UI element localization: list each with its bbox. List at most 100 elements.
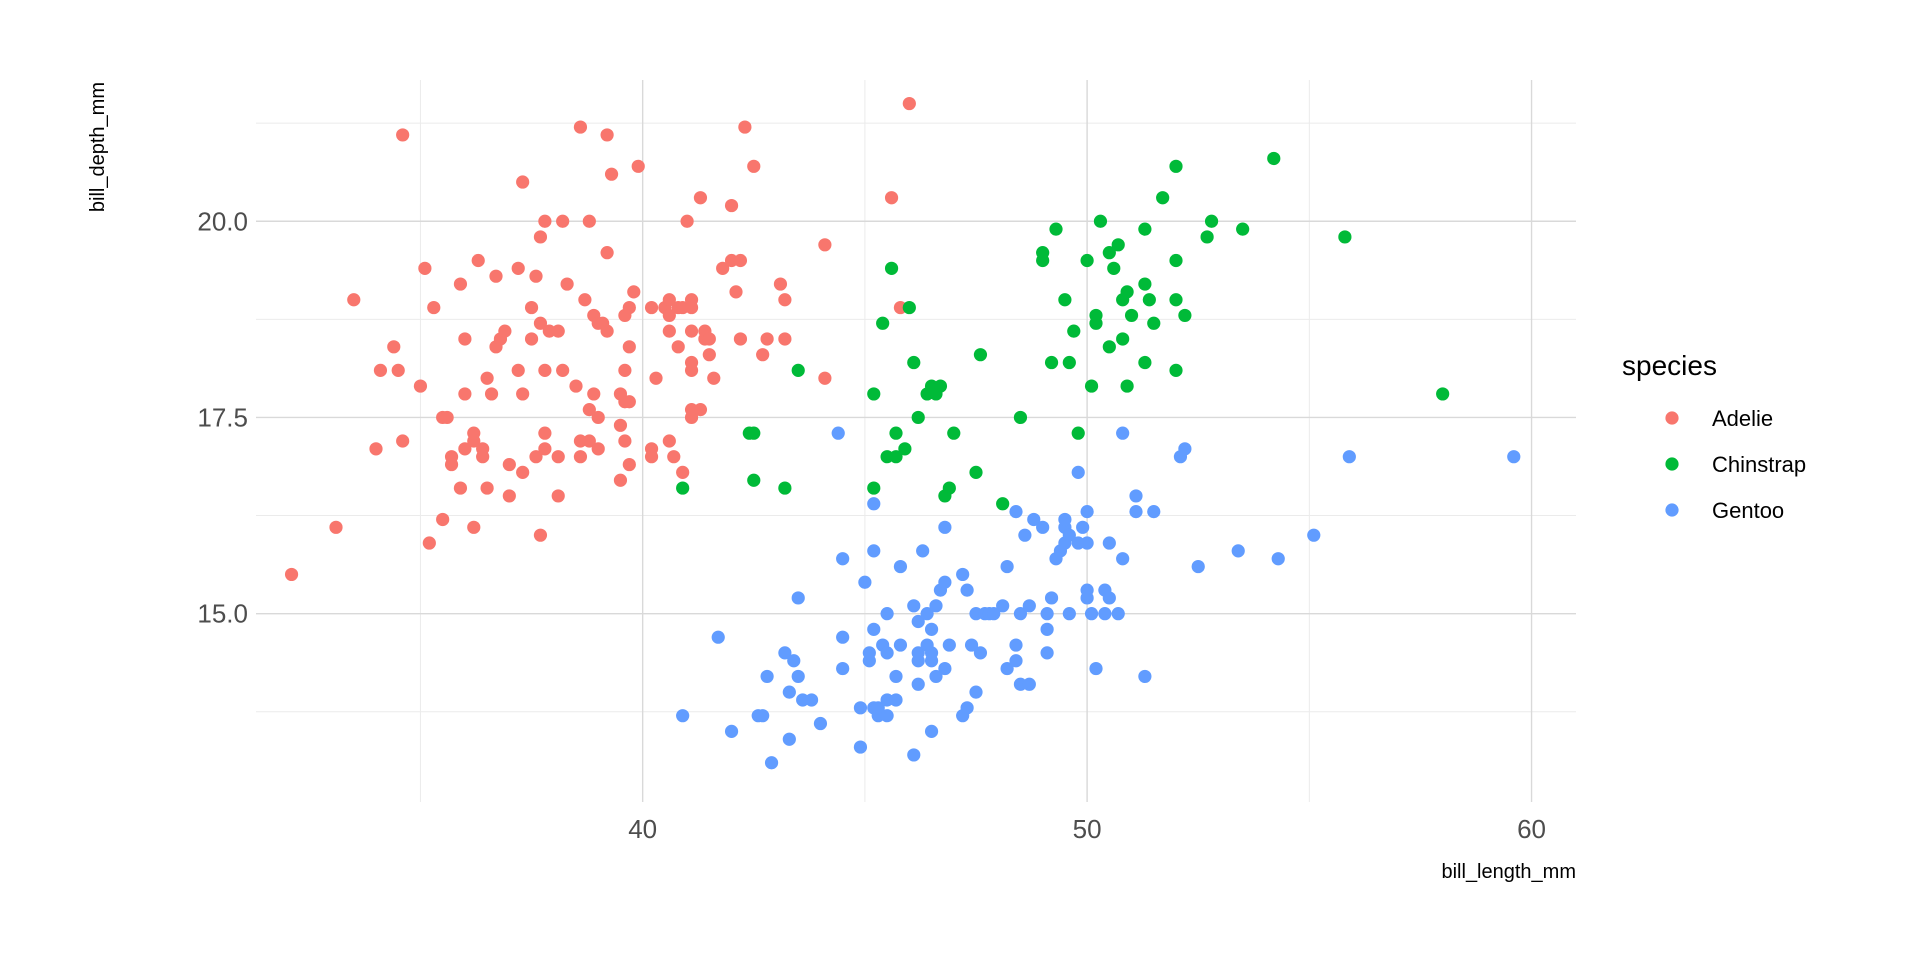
data-point bbox=[804, 693, 819, 707]
data-point bbox=[1084, 607, 1099, 621]
legend-title: species bbox=[1622, 350, 1717, 381]
data-point bbox=[440, 410, 454, 425]
data-point bbox=[911, 677, 925, 691]
data-point bbox=[924, 646, 939, 660]
data-point bbox=[1129, 489, 1143, 503]
data-point bbox=[1111, 607, 1125, 621]
data-point bbox=[644, 300, 659, 315]
data-point bbox=[1116, 332, 1130, 346]
data-point bbox=[676, 465, 690, 479]
data-point bbox=[453, 277, 468, 291]
data-point bbox=[1058, 512, 1072, 527]
data-point bbox=[1044, 355, 1059, 370]
data-point bbox=[884, 261, 899, 275]
data-point bbox=[1022, 599, 1036, 613]
data-point bbox=[467, 520, 481, 534]
x-tick-label: 40 bbox=[628, 814, 657, 844]
data-point bbox=[1116, 426, 1130, 440]
data-point bbox=[1062, 528, 1076, 542]
data-point bbox=[1169, 159, 1183, 173]
data-point bbox=[524, 300, 539, 315]
data-point bbox=[1049, 222, 1063, 236]
data-point bbox=[836, 630, 850, 644]
y-axis-title: bill_depth_mm bbox=[87, 82, 109, 212]
data-point bbox=[1231, 544, 1245, 558]
data-point bbox=[538, 214, 552, 228]
data-point bbox=[1067, 324, 1081, 338]
data-point bbox=[791, 669, 805, 684]
data-point bbox=[1000, 559, 1014, 574]
data-point bbox=[533, 230, 548, 244]
data-point bbox=[867, 544, 881, 558]
data-point bbox=[1013, 607, 1028, 621]
data-point bbox=[662, 324, 676, 338]
x-tick-label: 50 bbox=[1073, 814, 1102, 844]
data-point bbox=[591, 442, 605, 456]
data-point bbox=[791, 591, 805, 605]
data-point bbox=[680, 214, 694, 228]
data-point bbox=[480, 481, 494, 495]
data-point bbox=[760, 332, 774, 346]
y-tick-label: 15.0 bbox=[197, 599, 248, 629]
data-point bbox=[533, 316, 548, 330]
data-point bbox=[676, 709, 690, 723]
data-point bbox=[724, 724, 739, 738]
data-point bbox=[622, 300, 636, 315]
data-point bbox=[476, 442, 490, 456]
data-point bbox=[498, 324, 512, 338]
data-point bbox=[867, 622, 881, 636]
data-point bbox=[893, 559, 908, 574]
data-point bbox=[969, 685, 983, 699]
data-point bbox=[604, 167, 619, 181]
data-point bbox=[582, 214, 596, 228]
data-point bbox=[716, 261, 730, 275]
data-point bbox=[644, 442, 659, 456]
legend-label-gentoo: Gentoo bbox=[1712, 498, 1784, 523]
data-point bbox=[489, 269, 503, 283]
data-point bbox=[747, 159, 761, 173]
data-point bbox=[956, 567, 970, 582]
data-point bbox=[889, 693, 903, 707]
data-point bbox=[413, 379, 428, 393]
data-point bbox=[1111, 238, 1125, 252]
data-point bbox=[1169, 363, 1183, 377]
data-point bbox=[1147, 505, 1161, 519]
data-point bbox=[853, 740, 868, 754]
data-point bbox=[880, 607, 894, 621]
data-point bbox=[1102, 246, 1116, 260]
data-point bbox=[284, 567, 299, 582]
data-point bbox=[1138, 277, 1152, 291]
data-point bbox=[702, 348, 716, 362]
data-point bbox=[1138, 669, 1152, 684]
data-point bbox=[627, 285, 641, 299]
legend-label-adelie: Adelie bbox=[1712, 406, 1773, 431]
data-point bbox=[1009, 638, 1023, 652]
data-point bbox=[818, 238, 832, 252]
data-point bbox=[458, 387, 472, 401]
data-point bbox=[511, 363, 525, 377]
y-axis-ticks: 15.0 17.5 20.0 bbox=[197, 206, 248, 628]
data-point bbox=[418, 261, 432, 275]
y-tick-label: 17.5 bbox=[197, 402, 248, 432]
data-point bbox=[1120, 379, 1134, 393]
data-point bbox=[1076, 520, 1090, 534]
data-point bbox=[662, 434, 676, 448]
data-point bbox=[684, 293, 699, 307]
data-point bbox=[929, 599, 943, 613]
data-point bbox=[969, 465, 983, 479]
data-point bbox=[613, 473, 628, 487]
data-point bbox=[911, 614, 925, 629]
data-point bbox=[329, 520, 343, 534]
data-point bbox=[551, 324, 565, 338]
data-point bbox=[684, 355, 699, 370]
data-point bbox=[942, 638, 956, 652]
data-point bbox=[960, 701, 974, 715]
data-point bbox=[573, 120, 588, 134]
data-point bbox=[996, 599, 1010, 613]
data-point bbox=[1178, 442, 1192, 456]
data-point bbox=[1040, 622, 1054, 636]
data-point bbox=[387, 340, 401, 354]
data-point bbox=[1036, 520, 1050, 534]
data-point bbox=[858, 575, 872, 589]
data-point bbox=[813, 716, 828, 731]
